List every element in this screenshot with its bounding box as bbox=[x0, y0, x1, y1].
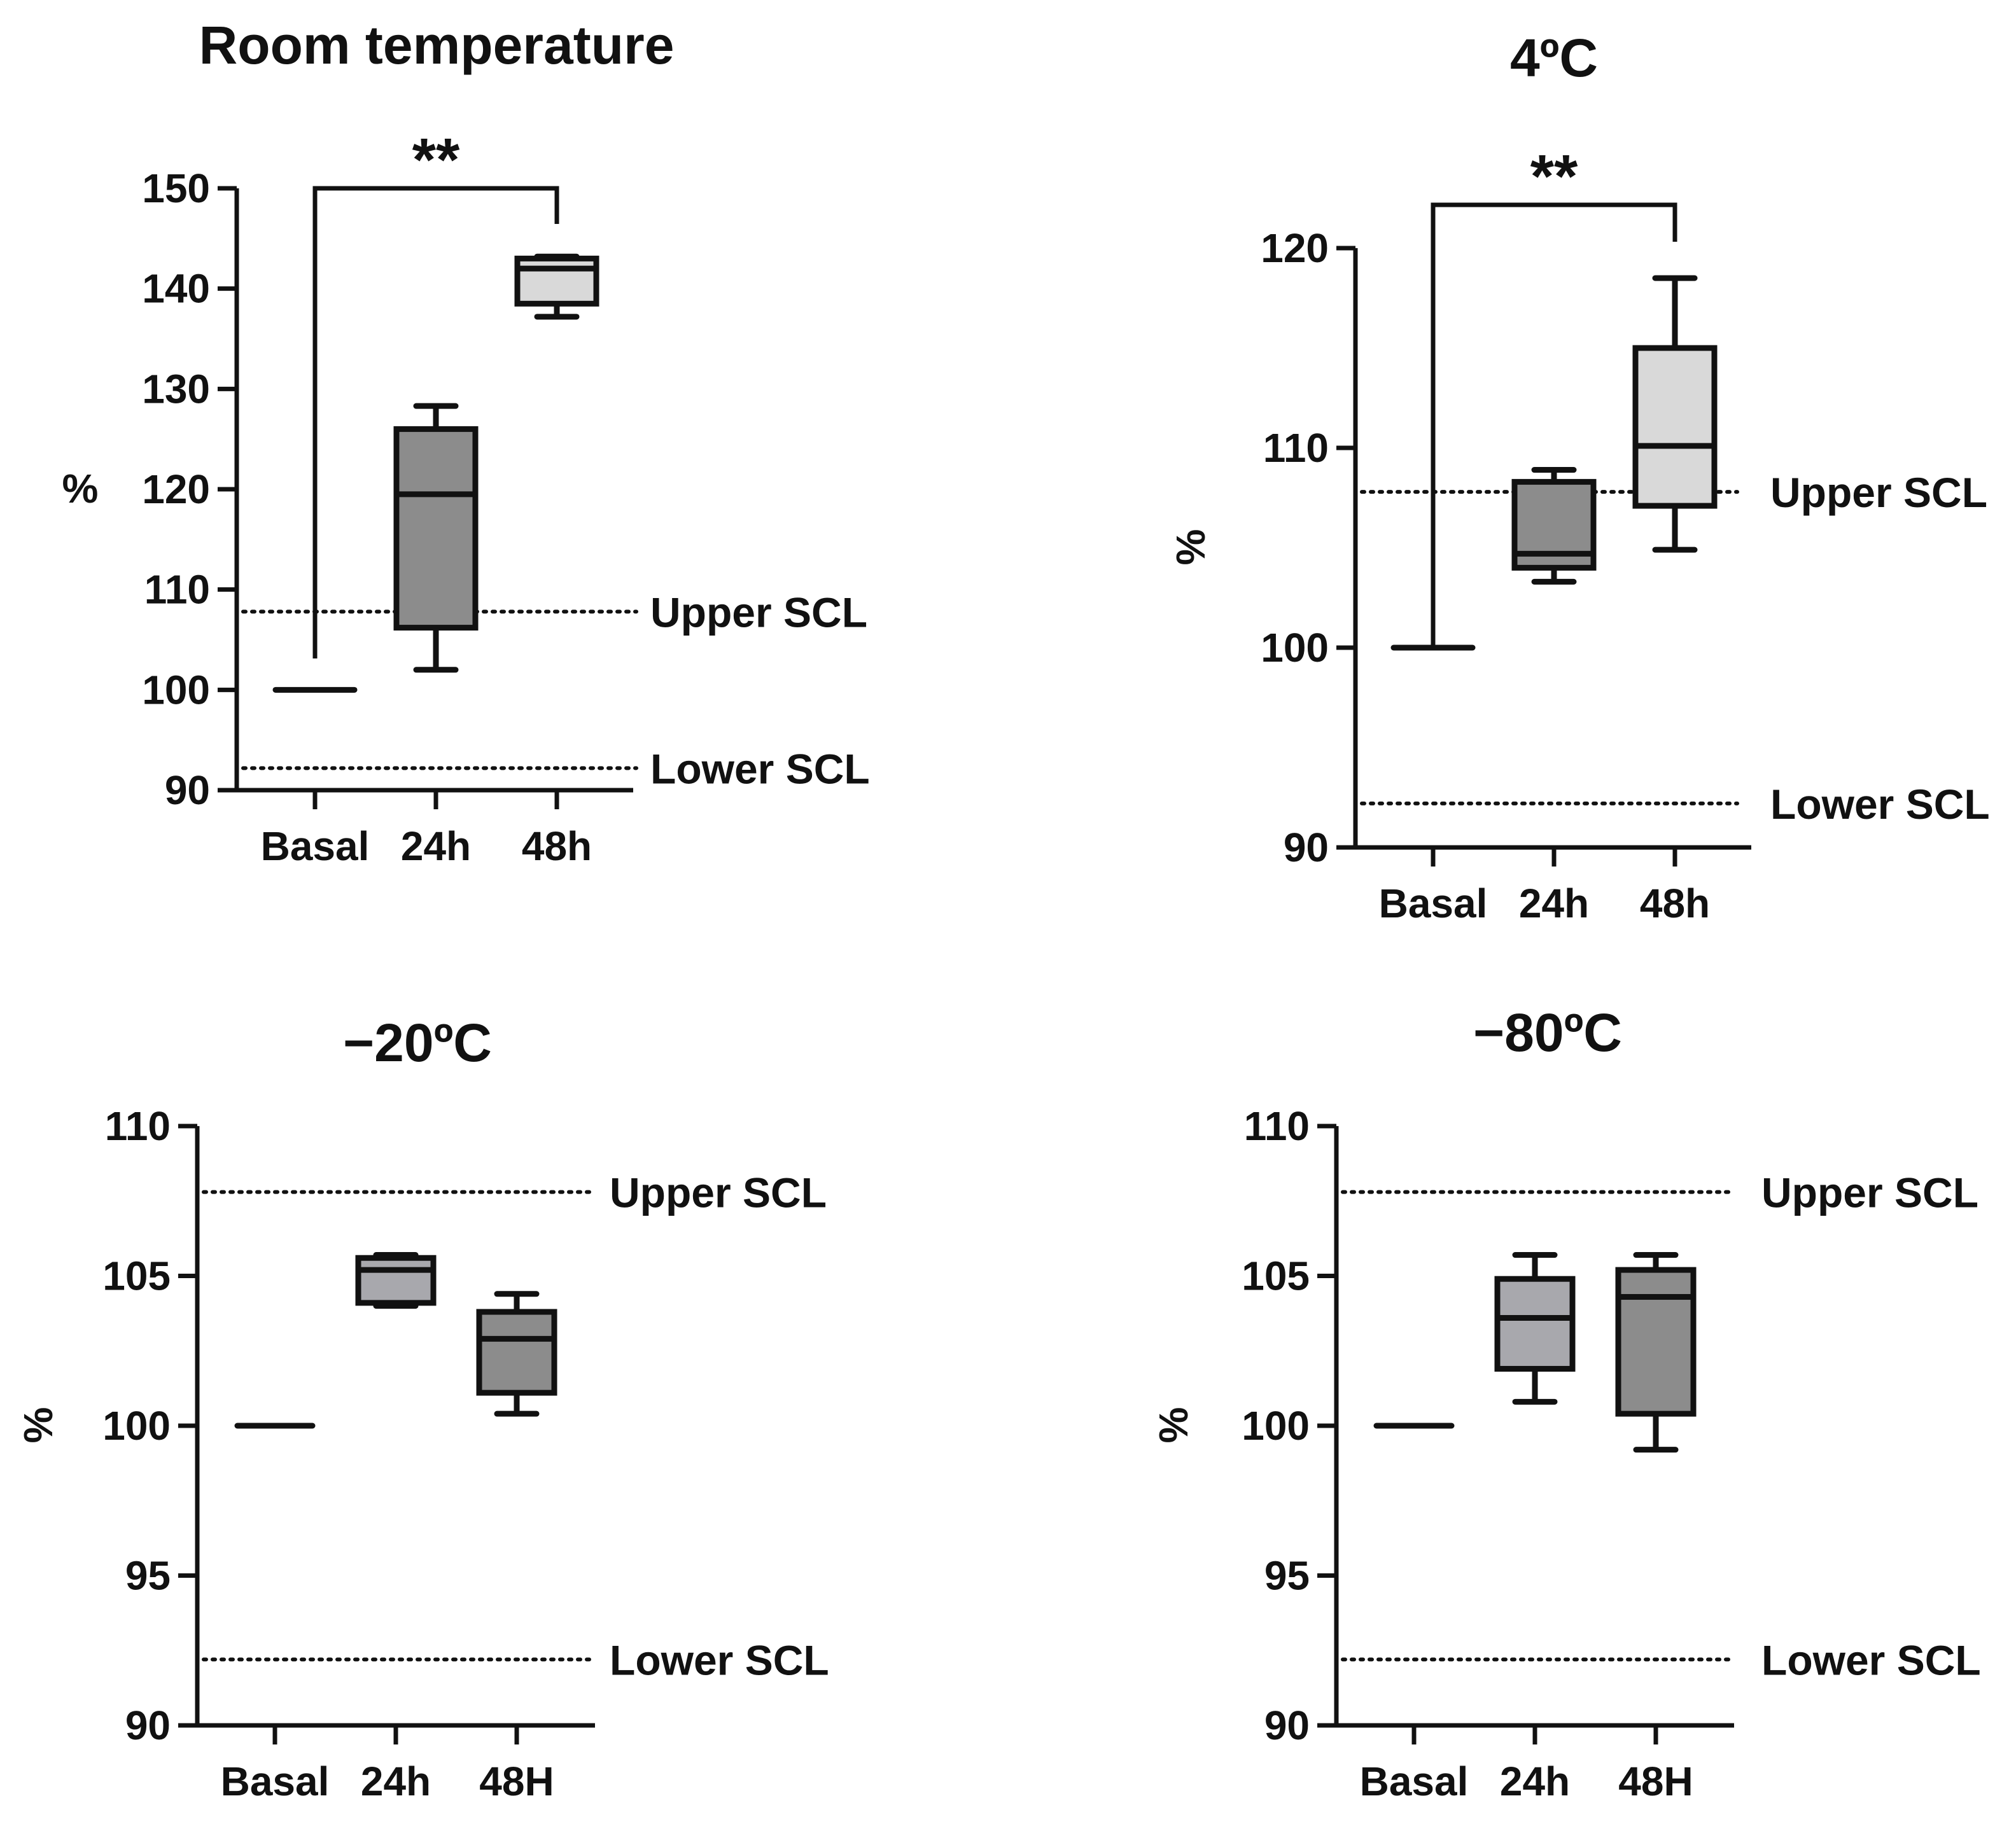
reference-line-label: Lower SCL bbox=[1770, 781, 1990, 828]
reference-line-label: Upper SCL bbox=[1761, 1169, 1978, 1216]
x-tick-label: 24h bbox=[401, 823, 471, 869]
y-axis-label: % bbox=[1151, 1407, 1196, 1444]
panel-title: −80ºC bbox=[1473, 1003, 1622, 1062]
y-tick-label: 90 bbox=[165, 767, 210, 813]
reference-line-label: Upper SCL bbox=[610, 1169, 827, 1216]
reference-line-label: Lower SCL bbox=[610, 1636, 829, 1683]
x-tick-label: 48H bbox=[479, 1758, 554, 1804]
box-body bbox=[393, 426, 479, 631]
y-tick-label: 90 bbox=[1264, 1702, 1310, 1748]
x-tick-label: 48H bbox=[1618, 1758, 1693, 1804]
significance-label: ** bbox=[412, 126, 460, 194]
reference-line-label: Lower SCL bbox=[1761, 1636, 1981, 1683]
y-tick-label: 110 bbox=[144, 567, 210, 613]
panel-title: −20ºC bbox=[343, 1013, 492, 1073]
y-axis-label: % bbox=[62, 466, 99, 512]
box-body bbox=[514, 255, 599, 307]
box-body bbox=[1632, 345, 1718, 509]
significance-label: ** bbox=[1530, 143, 1578, 211]
y-tick-label: 140 bbox=[142, 266, 210, 312]
x-tick-label: 48h bbox=[1640, 881, 1710, 926]
y-tick-label: 90 bbox=[1284, 825, 1329, 870]
x-tick-label: Basal bbox=[261, 823, 370, 869]
y-tick-label: 100 bbox=[102, 1403, 171, 1449]
y-tick-label: 150 bbox=[142, 165, 210, 211]
significance-bracket bbox=[1431, 202, 1677, 649]
box-body bbox=[355, 1255, 437, 1306]
y-tick-label: 95 bbox=[125, 1553, 171, 1599]
y-tick-label: 105 bbox=[102, 1253, 171, 1299]
y-tick-label: 95 bbox=[1264, 1553, 1310, 1599]
x-tick-label: 48h bbox=[522, 823, 592, 869]
reference-line-label: Upper SCL bbox=[1770, 469, 1987, 516]
reference-line-label: Upper SCL bbox=[650, 588, 867, 636]
x-tick-label: Basal bbox=[221, 1758, 330, 1804]
panel-room-temperature: Room temperature % 90 100 110 120 130 140 150 B… bbox=[62, 15, 870, 869]
y-tick-label: 100 bbox=[1261, 625, 1329, 671]
significance-bracket bbox=[312, 186, 559, 658]
reference-line-label: Lower SCL bbox=[650, 745, 870, 792]
x-tick-label: Basal bbox=[1360, 1758, 1469, 1804]
y-tick-label: 110 bbox=[105, 1103, 171, 1149]
panel-minus-80c: −80ºC % 90 95 100 105 110 Basal 24h 48H Upper S… bbox=[1151, 1003, 1981, 1804]
panel-title: Room temperature bbox=[199, 15, 675, 75]
y-tick-label: 100 bbox=[142, 667, 210, 713]
x-tick-label: 24h bbox=[361, 1758, 431, 1804]
box-body bbox=[476, 1309, 557, 1396]
y-tick-label: 120 bbox=[142, 466, 210, 512]
y-tick-label: 110 bbox=[1244, 1103, 1310, 1149]
box-body bbox=[1615, 1267, 1697, 1417]
y-tick-label: 90 bbox=[125, 1702, 171, 1748]
box-body bbox=[1494, 1276, 1576, 1372]
y-axis-label: % bbox=[15, 1407, 61, 1444]
x-tick-label: 24h bbox=[1500, 1758, 1570, 1804]
x-tick-label: Basal bbox=[1379, 881, 1488, 926]
y-axis-label: % bbox=[1168, 529, 1214, 566]
panel-minus-20c: −20ºC % 90 95 100 105 110 Basal 24h 48H Upper S… bbox=[15, 1013, 829, 1804]
y-tick-label: 120 bbox=[1261, 225, 1329, 271]
y-tick-label: 130 bbox=[142, 366, 210, 412]
y-tick-label: 100 bbox=[1242, 1403, 1310, 1449]
y-tick-label: 105 bbox=[1242, 1253, 1310, 1299]
panel-4c: 4ºC % 90 100 110 120 Basal 24h 48h Upper SCL Lo… bbox=[1168, 28, 1990, 926]
x-tick-label: 24h bbox=[1519, 881, 1589, 926]
panel-title: 4ºC bbox=[1510, 28, 1598, 88]
y-tick-label: 110 bbox=[1263, 425, 1329, 471]
